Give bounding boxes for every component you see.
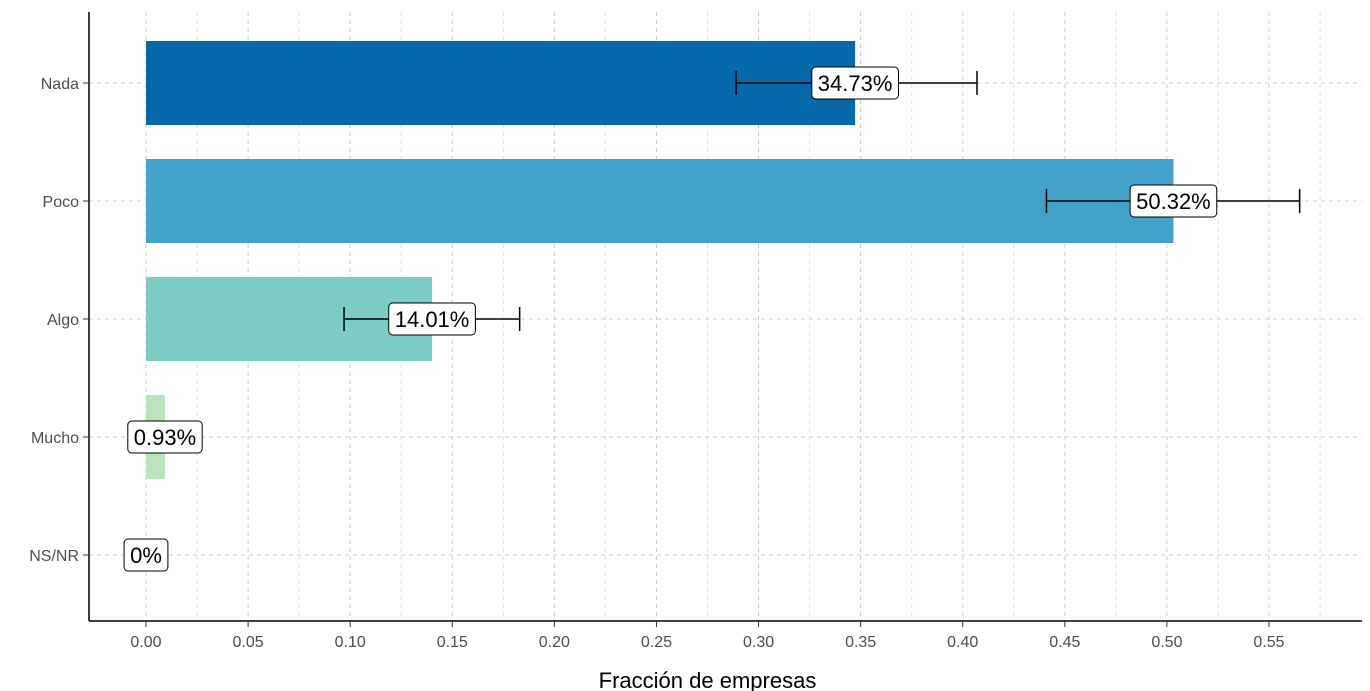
y-tick-label: Poco	[43, 194, 80, 211]
data-label-box	[811, 66, 899, 100]
x-tick-label: 0.50	[1151, 634, 1182, 651]
data-label-text: 34.73%	[818, 71, 893, 96]
data-label-text: 50.32%	[1136, 189, 1211, 214]
x-tick-label: 0.40	[947, 634, 978, 651]
x-tick-label: 0.05	[233, 634, 264, 651]
y-tick-label: Nada	[41, 76, 79, 93]
x-axis-title: Fracción de empresas	[599, 668, 817, 691]
y-tick-label: Algo	[47, 312, 79, 329]
data-label-box	[123, 538, 169, 572]
data-label: 0.93%	[127, 420, 203, 454]
axes	[88, 12, 1362, 622]
data-label-text: 14.01%	[395, 307, 470, 332]
data-label-text: 0.93%	[134, 425, 196, 450]
x-axis-ticks: 0.00 0.05 0.10 0.15 0.20 0.25 0.30 0.35 0.40 0.45…	[130, 621, 1285, 651]
y-tick-label: NS/NR	[29, 548, 79, 565]
data-label-box	[127, 420, 203, 454]
x-tick-label: 0.00	[130, 634, 161, 651]
grid-lines	[89, 12, 1362, 621]
y-axis-ticks: Nada Poco Algo Mucho NS/NR	[29, 76, 89, 565]
data-label-box	[1129, 184, 1218, 218]
x-tick-label: 0.45	[1049, 634, 1080, 651]
data-labels: 34.73% 50.32% 14.01% 0.93% 0%	[123, 66, 1218, 572]
data-label: 34.73%	[811, 66, 899, 100]
bars	[146, 41, 1174, 479]
x-tick-label: 0.10	[335, 634, 366, 651]
data-label-box	[388, 302, 476, 336]
data-label: 0%	[123, 538, 169, 572]
x-tick-label: 0.55	[1253, 634, 1284, 651]
data-label: 14.01%	[388, 302, 476, 336]
y-tick-label: Mucho	[31, 430, 79, 447]
data-label: 50.32%	[1129, 184, 1218, 218]
data-label-text: 0%	[130, 543, 162, 568]
x-tick-label: 0.15	[437, 634, 468, 651]
x-tick-label: 0.35	[845, 634, 876, 651]
bar-poco	[146, 159, 1174, 243]
x-tick-label: 0.30	[743, 634, 774, 651]
x-tick-label: 0.25	[641, 634, 672, 651]
x-tick-label: 0.20	[539, 634, 570, 651]
